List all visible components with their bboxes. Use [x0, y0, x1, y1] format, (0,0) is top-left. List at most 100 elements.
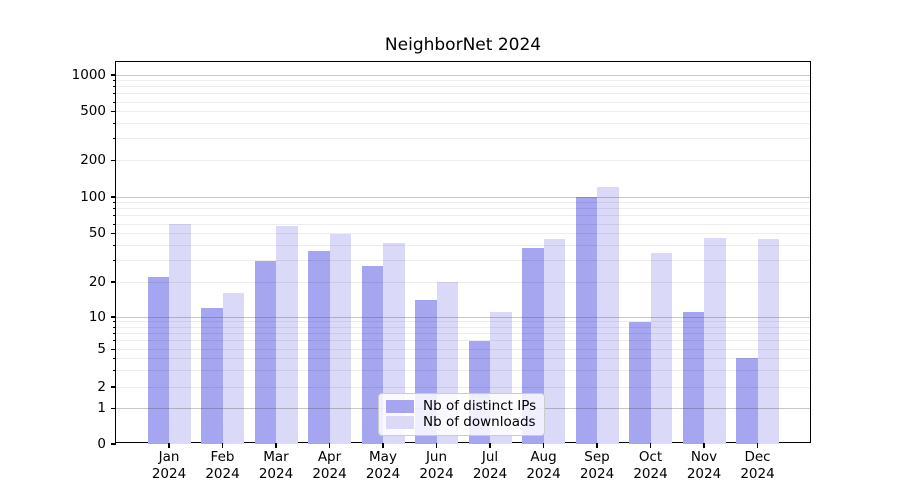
x-tick-label-dec: Dec 2024	[740, 449, 775, 482]
x-tick	[703, 442, 705, 448]
y-tick-label: 500	[80, 103, 106, 120]
y-minor-tick	[113, 101, 116, 103]
x-tick-label-aug: Aug 2024	[526, 449, 561, 482]
y-minor-tick	[113, 93, 116, 95]
y-minor-tick	[113, 326, 116, 328]
gridline-minor	[116, 223, 810, 225]
bar-downloads-jan	[169, 224, 191, 444]
x-tick	[649, 442, 652, 448]
legend: Nb of distinct IPs Nb of downloads	[378, 393, 545, 436]
y-tick	[111, 386, 116, 388]
y-minor-tick	[113, 138, 116, 140]
y-minor-tick	[113, 340, 116, 342]
y-minor-tick	[113, 357, 116, 359]
gridline-minor	[116, 80, 810, 82]
y-tick-label: 20	[88, 273, 106, 290]
legend-item-downloads: Nb of downloads	[386, 415, 537, 430]
gridline-minor	[116, 138, 810, 140]
y-tick	[111, 111, 116, 113]
x-tick-label-feb: Feb 2024	[205, 449, 240, 482]
bar-downloads-sep	[597, 187, 619, 444]
x-tick	[542, 442, 545, 448]
y-tick	[111, 233, 116, 235]
x-tick	[221, 442, 224, 448]
bar-downloads-dec	[757, 239, 779, 444]
gridline-minor	[116, 93, 810, 95]
y-tick-label: 1	[97, 400, 106, 417]
y-minor-tick	[113, 321, 116, 323]
bar-distinct-ips-sep	[575, 197, 597, 444]
x-tick	[328, 442, 331, 448]
gridline-minor	[116, 233, 810, 235]
y-tick	[111, 408, 116, 410]
y-tick-label: 5	[97, 340, 106, 357]
x-tick-label-jan: Jan 2024	[151, 449, 187, 482]
bar-downloads-mar	[276, 225, 298, 444]
bar-distinct-ips-may	[361, 266, 383, 444]
gridline-minor	[116, 123, 810, 125]
x-tick-label-jun: Jun 2024	[419, 449, 454, 482]
gridline-major	[116, 74, 810, 76]
y-tick	[111, 316, 116, 318]
legend-label-distinct-ips: Nb of distinct IPs	[423, 397, 537, 414]
gridline-minor	[116, 86, 810, 88]
legend-label-downloads: Nb of downloads	[423, 414, 536, 431]
x-tick-label-jul: Jul 2024	[472, 449, 508, 482]
bar-downloads-aug	[543, 239, 565, 444]
x-tick	[168, 442, 170, 448]
x-tick	[489, 442, 491, 448]
y-tick	[111, 348, 116, 350]
x-tick-label-sep: Sep 2024	[579, 449, 615, 482]
y-tick	[111, 159, 116, 161]
y-minor-tick	[113, 260, 116, 262]
x-tick	[435, 442, 438, 448]
gridline-minor	[116, 208, 810, 210]
x-tick	[275, 442, 277, 448]
y-tick	[111, 443, 116, 445]
y-minor-tick	[113, 80, 116, 82]
x-tick-label-may: May 2024	[365, 449, 401, 482]
x-tick-label-oct: Oct 2024	[633, 449, 668, 482]
y-minor-tick	[113, 123, 116, 125]
bar-distinct-ips-oct	[629, 321, 651, 444]
bar-distinct-ips-feb	[201, 307, 223, 444]
bar-distinct-ips-apr	[308, 251, 330, 444]
y-tick	[111, 196, 116, 198]
y-minor-tick	[113, 223, 116, 225]
y-tick-label: 10	[88, 308, 106, 325]
legend-swatch-downloads	[386, 416, 414, 430]
gridline-minor	[116, 215, 810, 217]
y-minor-tick	[113, 333, 116, 335]
x-tick-label-mar: Mar 2024	[258, 449, 294, 482]
bar-distinct-ips-mar	[254, 260, 276, 444]
x-tick-label-apr: Apr 2024	[312, 449, 347, 482]
y-tick-label: 2	[97, 378, 106, 395]
chart-title: NeighborNet 2024	[384, 35, 542, 55]
y-tick-label: 200	[80, 151, 106, 168]
gridline-minor	[116, 111, 810, 113]
plot-area: 0 1 2 5 10 20 50 100 200 500 1000 Jan 2024 Feb 2024 M…	[72, 61, 811, 482]
y-minor-tick	[113, 369, 116, 371]
gridline-minor	[116, 202, 810, 204]
gridline-minor	[116, 159, 810, 161]
legend-item-distinct-ips: Nb of distinct IPs	[386, 397, 537, 414]
bar-downloads-nov	[704, 238, 726, 444]
y-minor-tick	[113, 215, 116, 217]
y-minor-tick	[113, 202, 116, 204]
bar-distinct-ips-dec	[736, 358, 758, 444]
y-tick	[111, 281, 116, 283]
x-tick-label-nov: Nov 2024	[686, 449, 722, 482]
y-tick	[111, 74, 116, 76]
y-minor-tick	[113, 244, 116, 246]
y-tick-label: 50	[88, 225, 106, 242]
x-tick	[382, 442, 384, 448]
x-tick	[596, 442, 598, 448]
y-minor-tick	[113, 208, 116, 210]
bar-downloads-apr	[329, 233, 351, 444]
y-minor-tick	[113, 86, 116, 88]
y-tick-label: 100	[80, 188, 106, 205]
y-tick-label: 1000	[71, 66, 106, 83]
legend-swatch-distinct-ips	[386, 399, 414, 413]
gridline-minor	[116, 101, 810, 103]
